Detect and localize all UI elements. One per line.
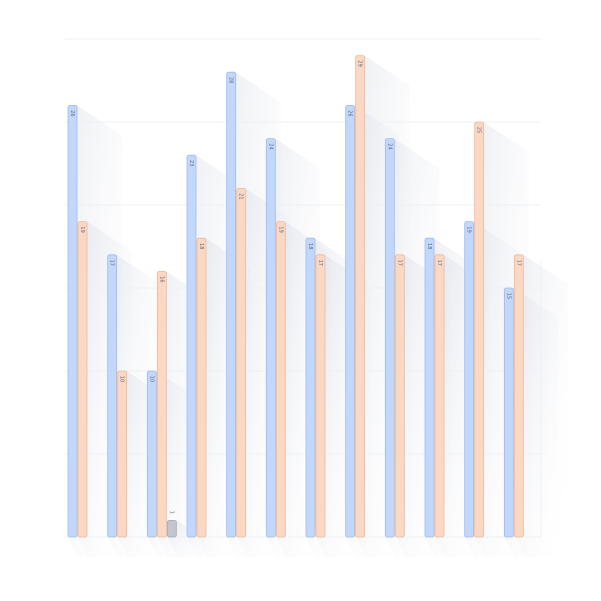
bar [166, 520, 177, 538]
value-label: 26 [347, 110, 353, 116]
bar [186, 154, 197, 538]
value-label: 10 [119, 376, 125, 382]
value-label: 19 [79, 226, 85, 232]
value-label: 17 [515, 260, 521, 266]
value-label: 17 [317, 260, 323, 266]
bar [513, 254, 524, 538]
bar-shadow [167, 520, 222, 557]
value-label: 17 [109, 260, 115, 266]
bar [434, 254, 445, 538]
value-label: 18 [198, 243, 204, 249]
value-label: 17 [396, 260, 402, 266]
value-label: 10 [148, 376, 154, 382]
value-label: 26 [69, 110, 75, 116]
bar [503, 287, 514, 538]
value-label: 28 [228, 77, 234, 83]
bar [67, 105, 78, 538]
bar [464, 221, 475, 538]
bar [345, 105, 356, 538]
bar [226, 71, 237, 538]
bar [236, 187, 247, 538]
bar [315, 254, 326, 538]
value-label: 23 [188, 160, 194, 166]
bar [305, 237, 316, 538]
bar [196, 237, 207, 538]
bar [394, 254, 405, 538]
value-label: 18 [307, 243, 313, 249]
value-label: 19 [466, 226, 472, 232]
value-label: 18 [426, 243, 432, 249]
value-label: 15 [505, 293, 511, 299]
bar [355, 55, 366, 538]
bar [474, 121, 485, 538]
value-label: 21 [238, 193, 244, 199]
bar [156, 270, 167, 538]
bar [117, 370, 128, 538]
value-label: 24 [386, 143, 392, 149]
value-label: 1 [168, 511, 174, 514]
value-label: 16 [158, 276, 164, 282]
bar [107, 254, 118, 538]
value-label: 29 [357, 60, 363, 66]
value-label: 17 [436, 260, 442, 266]
bar [424, 237, 435, 538]
value-label: 25 [476, 127, 482, 133]
bar [265, 138, 276, 538]
bar [146, 370, 157, 538]
bar [384, 138, 395, 538]
value-label: 19 [277, 226, 283, 232]
bar [77, 221, 88, 538]
value-label: 24 [267, 143, 273, 149]
bar [275, 221, 286, 538]
